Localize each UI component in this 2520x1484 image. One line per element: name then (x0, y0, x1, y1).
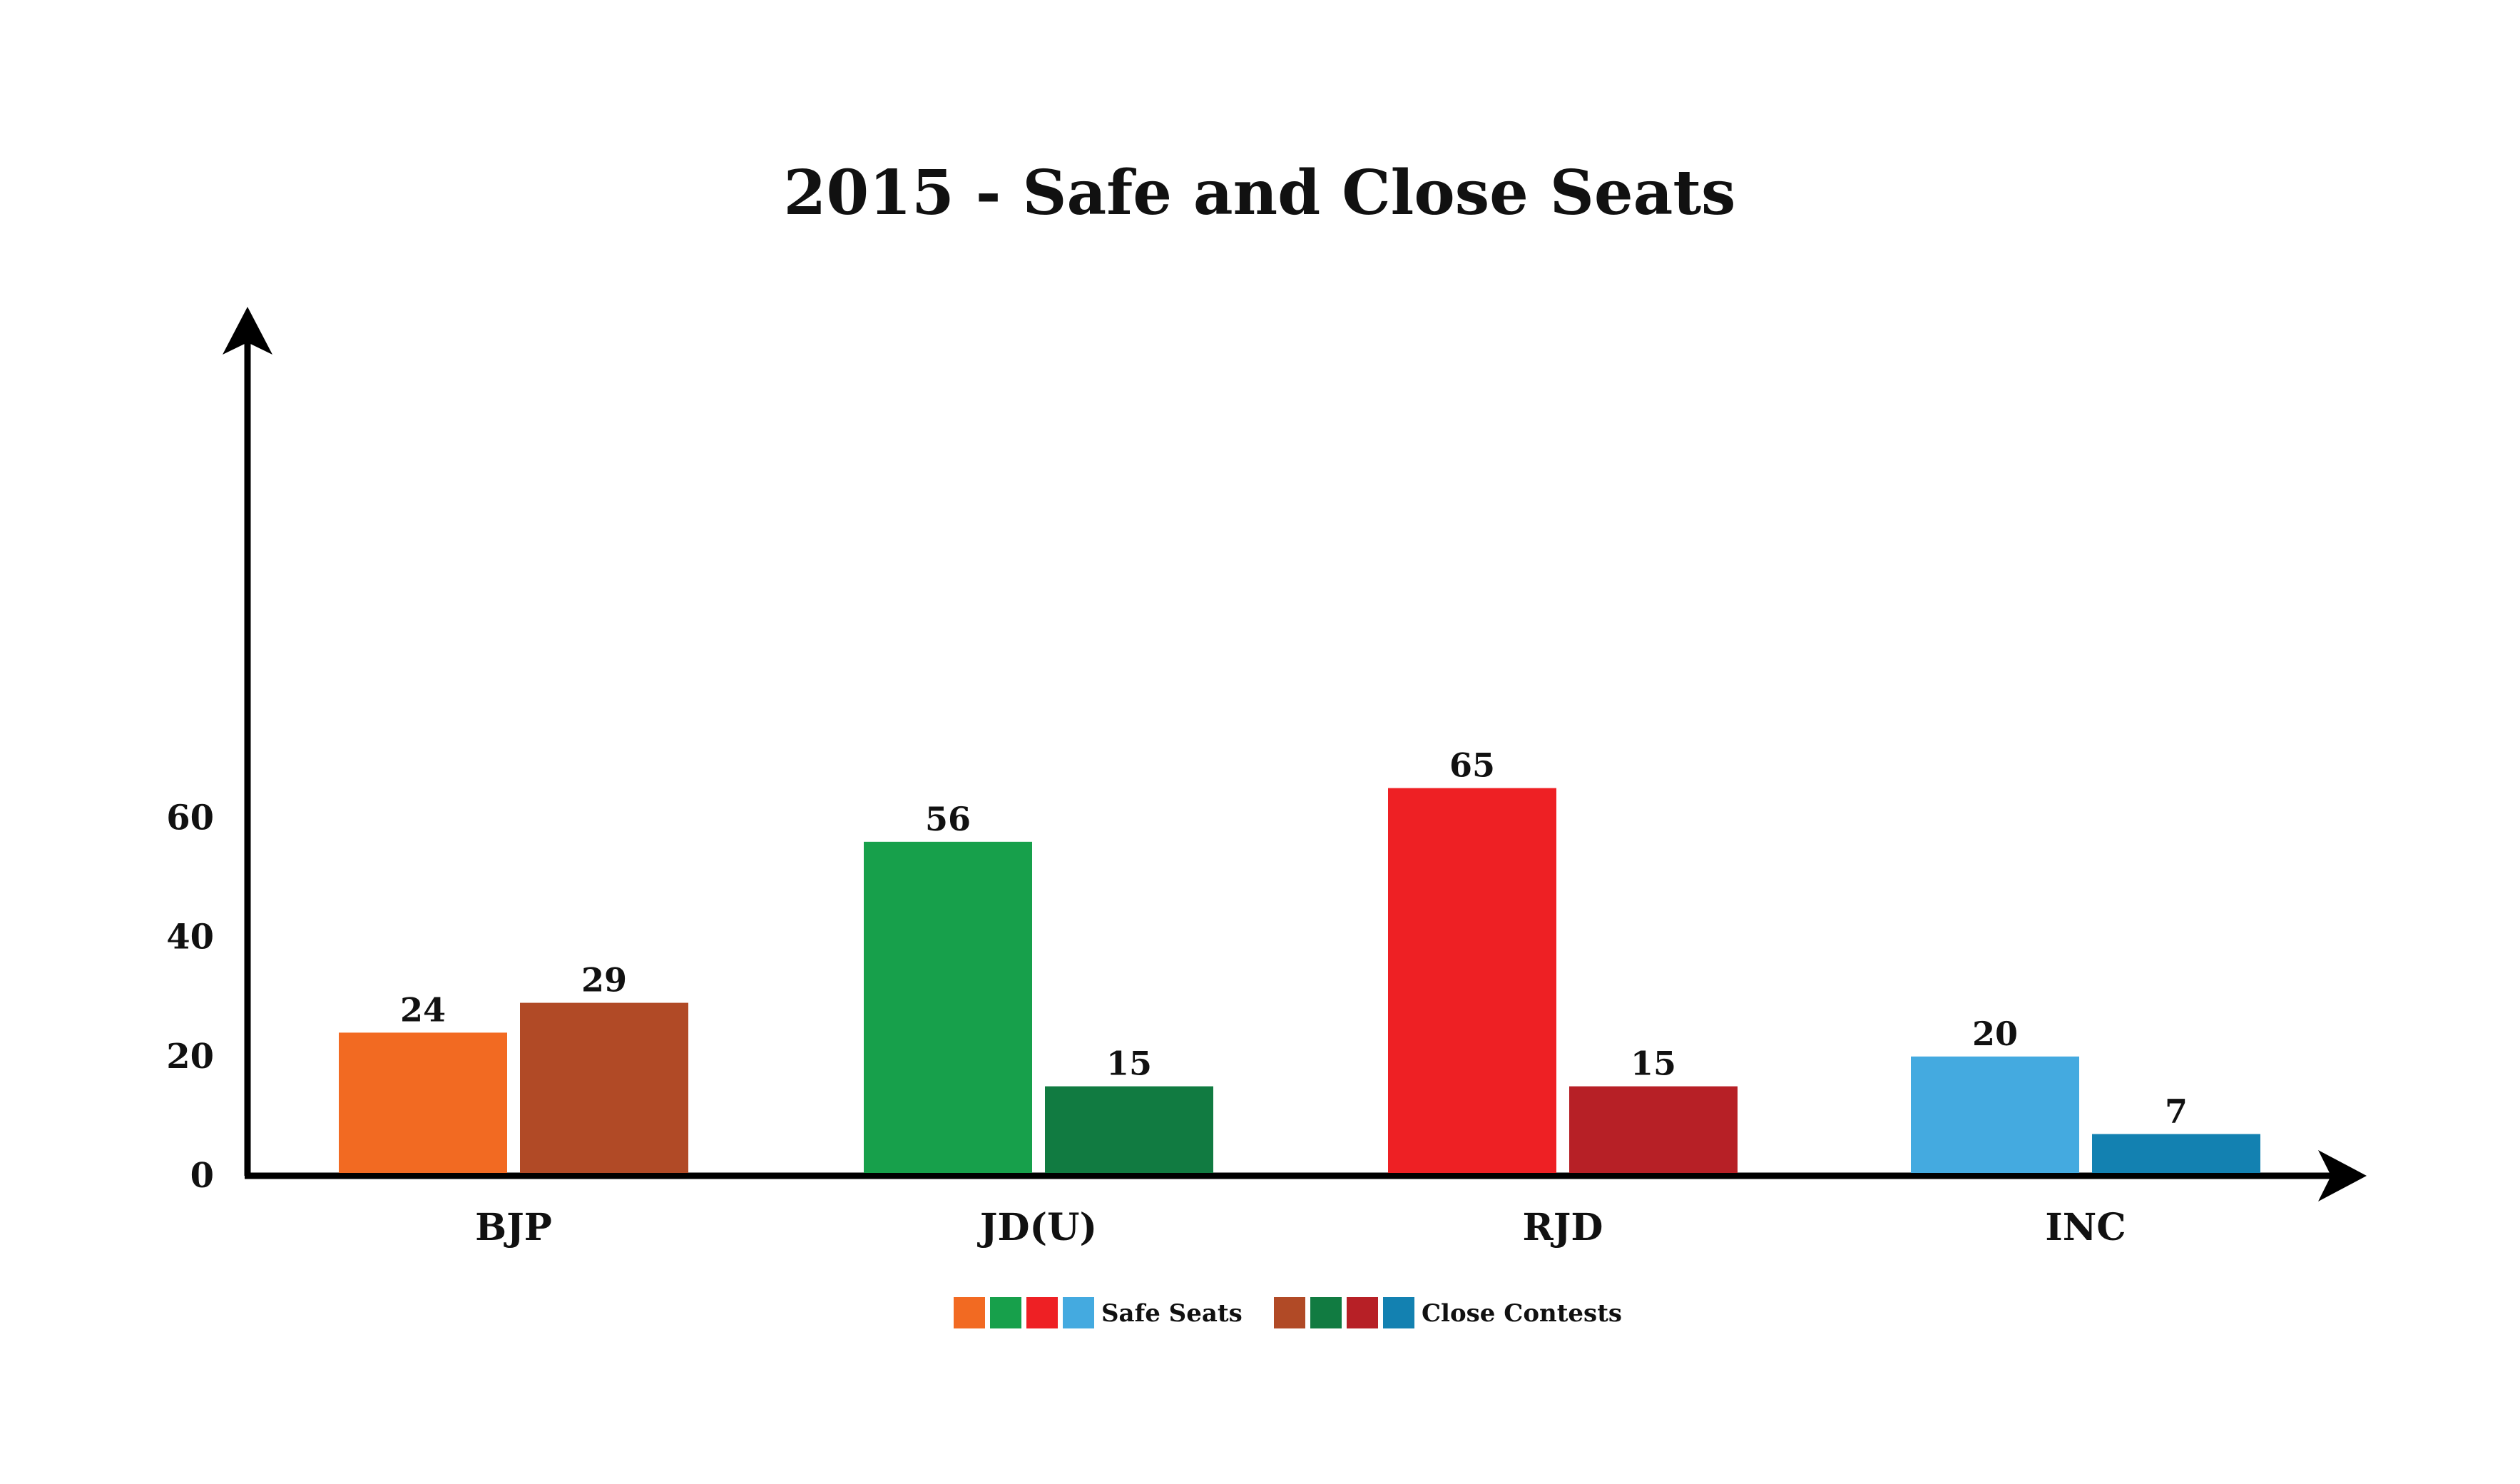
data-label: 65 (1449, 746, 1495, 785)
chart-title: 2015 - Safe and Close Seats (784, 157, 1736, 229)
bar-close-contests (520, 1002, 688, 1173)
data-label: 56 (925, 800, 971, 838)
legend-label: Close Contests (1422, 1299, 1622, 1328)
y-axis-arrow (223, 307, 272, 355)
bar-safe-seats (864, 841, 1032, 1173)
legend-label: Safe Seats (1101, 1299, 1243, 1328)
category-label: JD(U) (977, 1206, 1097, 1249)
legend-swatch (1026, 1297, 1058, 1328)
legend-swatch (1310, 1297, 1342, 1328)
category-labels: BJP JD(U) RJD INC (475, 1206, 2126, 1249)
legend-swatch (1274, 1297, 1305, 1328)
data-label: 15 (1106, 1045, 1152, 1083)
bar-safe-seats (1388, 788, 1556, 1173)
legend-swatch (990, 1297, 1021, 1328)
y-tick-label: 60 (166, 798, 214, 838)
category-label: INC (2045, 1206, 2126, 1249)
y-tick-label: 20 (166, 1037, 214, 1077)
bar-close-contests (1045, 1086, 1213, 1173)
data-label: 20 (1972, 1015, 2018, 1053)
data-label: 24 (400, 990, 446, 1029)
data-labels: 24 29 56 15 65 15 20 7 (400, 746, 2188, 1131)
bars (339, 788, 2260, 1173)
bar-close-contests (2092, 1134, 2260, 1173)
legend-swatch (1347, 1297, 1378, 1328)
y-tick-label: 0 (190, 1156, 214, 1196)
bar-safe-seats (339, 1032, 507, 1173)
legend: Safe Seats Close Contests (954, 1297, 1622, 1328)
x-axis-arrow (2318, 1150, 2367, 1201)
data-label: 7 (2165, 1092, 2188, 1130)
y-tick-labels: 0 20 40 60 (166, 798, 214, 1196)
legend-swatch (1063, 1297, 1094, 1328)
data-label: 15 (1631, 1045, 1676, 1083)
category-label: RJD (1523, 1206, 1603, 1249)
data-label: 29 (581, 961, 627, 1000)
bar-close-contests (1569, 1086, 1738, 1173)
y-tick-label: 40 (166, 918, 214, 957)
bar-safe-seats (1911, 1056, 2079, 1173)
legend-swatch (954, 1297, 985, 1328)
category-label: BJP (475, 1206, 552, 1249)
axes (223, 307, 2367, 1201)
legend-swatch (1383, 1297, 1414, 1328)
